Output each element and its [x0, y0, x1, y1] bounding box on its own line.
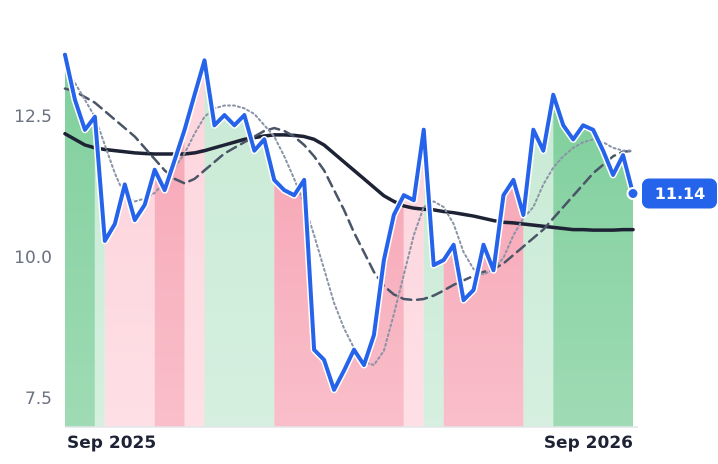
last-point	[626, 187, 640, 201]
region	[94, 116, 105, 428]
region	[553, 94, 633, 427]
value-badge-label: 11.14	[655, 184, 706, 203]
y-tick-label: 12.5	[14, 107, 52, 127]
line	[63, 131, 635, 232]
line	[63, 52, 635, 392]
region	[274, 179, 404, 427]
y-tick-label: 10.0	[14, 248, 52, 268]
line	[63, 87, 635, 302]
region	[104, 169, 155, 428]
region	[443, 179, 524, 427]
x-tick-label: Sep 2025	[67, 433, 156, 453]
x-tick-label: Sep 2026	[544, 433, 633, 453]
value-badge	[642, 178, 717, 209]
region	[403, 129, 424, 427]
region	[65, 54, 95, 427]
y-tick-label: 7.5	[25, 389, 52, 409]
region	[154, 129, 185, 427]
